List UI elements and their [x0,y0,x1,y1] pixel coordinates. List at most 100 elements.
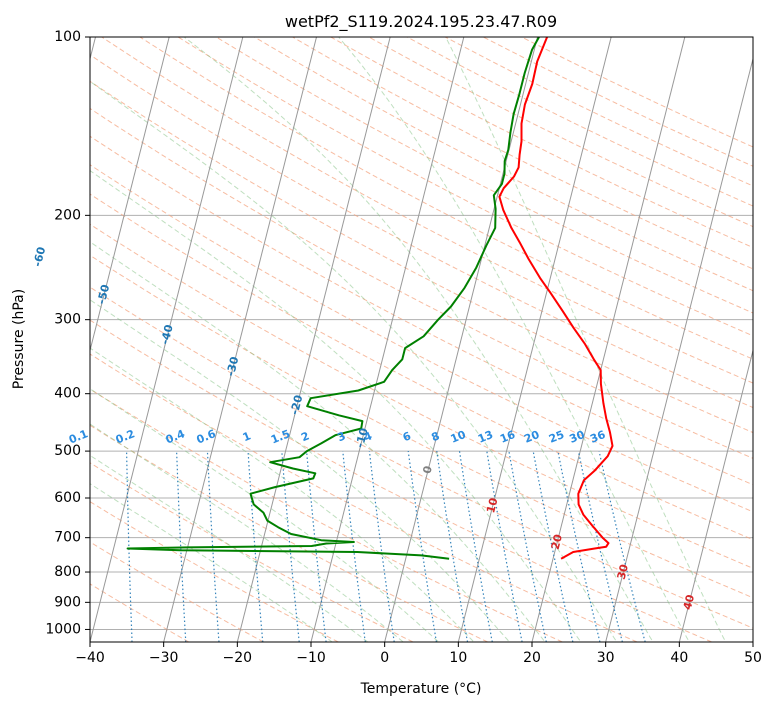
x-tick-label: −20 [223,650,253,666]
isotherm-line [457,37,612,642]
moist-adiabat [445,37,727,642]
dry-adiabat [90,353,638,642]
isotherm-label: -10 [353,426,371,449]
x-tick-label: 10 [449,650,467,666]
dry-adiabat [90,193,753,541]
moist-adiabat [90,483,334,642]
mixing-ratio-label: 16 [498,428,517,446]
moist-adiabat [90,170,582,642]
mixing-ratio-label: 13 [476,428,495,446]
x-tick-label: 20 [523,650,541,666]
dry-adiabat [90,319,712,642]
x-tick-label: −10 [296,650,326,666]
chart-title: wetPf2_S119.2024.195.23.47.R09 [285,12,557,32]
moist-adiabat [90,388,440,642]
dewpoint-profile [126,37,540,560]
mixing-ratio-line [306,451,327,642]
y-tick-label: 200 [54,207,81,223]
mixing-ratio-label: 3 [335,429,347,444]
dry-adiabat [90,388,563,642]
isotherm-label: -40 [158,323,176,346]
y-tick-label: 800 [54,564,81,580]
dry-adiabat [177,37,753,337]
dry-adiabat [90,286,753,629]
x-tick-label: 30 [597,650,615,666]
mixing-ratio-label: 20 [522,428,541,446]
mixing-ratio-line [80,451,82,642]
moist-adiabats [90,37,727,642]
mixing-ratio-labels: 0.1 0.2 0.4 0.6 1 1.5 2 3 4 6 8 10 13 16 20 25 30 36 [67,427,608,447]
isotherm-line [236,37,391,642]
x-tick-label: 0 [380,650,389,666]
isotherm-line [163,37,317,642]
y-tick-label: 1000 [45,621,81,637]
x-tick-label: 50 [744,650,762,666]
mixing-ratio-label: 10 [449,428,468,446]
isotherm-line [531,37,686,642]
y-tick-label: 400 [54,386,81,402]
y-tick-label: 500 [54,443,81,459]
mixing-ratio-label: 2 [299,429,311,444]
y-tick-label: 700 [54,530,81,546]
moist-adiabat [90,423,404,642]
isotherm-label: 0 [420,464,435,475]
y-tick-label: 300 [54,312,81,328]
dry-adiabat [90,135,753,486]
mixing-ratio-line [342,451,366,642]
isotherm-line [90,37,170,353]
mixing-ratio-line [458,451,493,642]
dry-adiabat [90,254,753,599]
dry-adiabat [90,583,190,642]
dry-adiabat [139,37,753,360]
moist-adiabat [90,347,475,642]
mixing-ratio-label: 6 [401,429,413,444]
dry-adiabat [215,37,753,314]
mixing-ratio-label: 0.6 [195,427,218,446]
dry-adiabat [444,37,753,187]
isotherm-line [752,639,753,642]
isotherm-label: -30 [224,355,242,378]
x-tick-label: −30 [149,650,179,666]
y-axis-label: Pressure (hPa) [11,289,27,389]
sounding-series [126,37,614,560]
mixing-ratio-label: 8 [429,429,441,444]
mixing-ratio-line [407,451,437,642]
dry-adiabat [406,37,753,207]
isotherm-label: 10 [484,496,500,514]
mixing-ratio-line [598,450,646,642]
y-tick-label: 600 [54,490,81,506]
moist-adiabat [338,37,690,642]
x-axis-ticks: −40 −30 −20 −10 0 10 20 30 40 50 [75,642,762,666]
moist-adiabat [90,299,511,642]
mixing-ratio-lines [80,450,646,642]
mixing-ratio-label: 25 [547,428,566,446]
dry-adiabat [90,80,753,434]
moist-adiabat [90,454,369,642]
dry-adiabat [254,37,753,292]
dry-adiabat [368,37,753,228]
dry-adiabat [90,501,339,642]
mixing-ratio-line [557,450,601,642]
isotherm-line [384,37,538,642]
isotherm-line [678,348,753,642]
mixing-ratio-label: 1.5 [269,427,292,446]
x-tick-label: −40 [75,650,105,666]
plot-frame [89,36,754,643]
mixing-ratio-line [532,450,574,642]
moist-adiabat [90,241,546,642]
y-axis-ticks: 100 200 300 400 500 600 700 800 900 1000 [45,29,90,637]
moist-adiabat [183,37,654,642]
isotherms [90,37,753,642]
mixing-ratio-line [577,450,623,642]
isotherm-label: -20 [288,393,306,416]
x-tick-label: 40 [670,650,688,666]
isotherm-line [90,37,244,642]
isotherm-line [605,56,753,642]
temperature-profile [498,37,614,560]
isotherm-label: -60 [31,245,49,268]
mixing-ratio-label: 0.2 [114,427,137,446]
mixing-ratio-label: 0.4 [164,427,187,446]
x-axis-label: Temperature (°C) [360,681,482,697]
